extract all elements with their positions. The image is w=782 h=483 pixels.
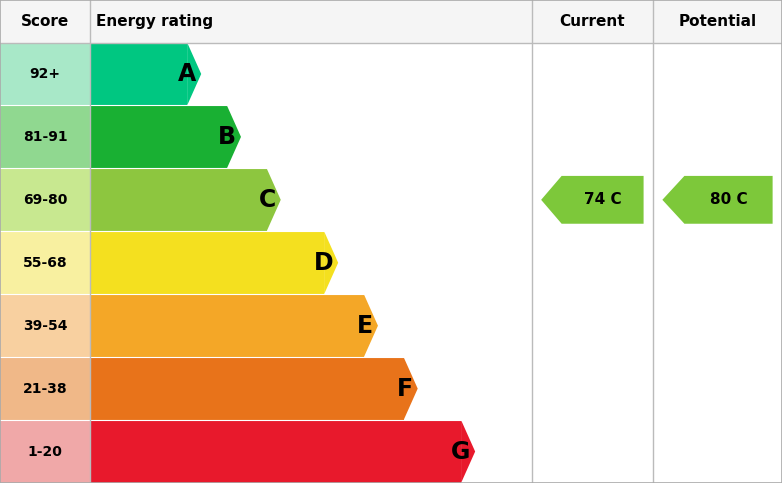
Text: Potential: Potential <box>679 14 756 29</box>
Text: 69-80: 69-80 <box>23 193 67 207</box>
Bar <box>0 420 90 483</box>
Bar <box>0 357 90 420</box>
Polygon shape <box>461 420 475 483</box>
Bar <box>0 43 90 105</box>
Bar <box>90 231 324 294</box>
Text: Energy rating: Energy rating <box>96 14 213 29</box>
Text: A: A <box>178 62 196 86</box>
Text: 80 C: 80 C <box>710 192 748 207</box>
Polygon shape <box>662 176 773 224</box>
Bar <box>0 294 90 357</box>
Text: 1-20: 1-20 <box>27 444 63 458</box>
Bar <box>0 105 90 169</box>
Text: C: C <box>259 188 276 212</box>
Bar <box>0 231 90 294</box>
Bar <box>90 294 364 357</box>
Polygon shape <box>267 169 281 231</box>
Text: 74 C: 74 C <box>584 192 622 207</box>
Text: 92+: 92+ <box>30 67 60 81</box>
Text: 55-68: 55-68 <box>23 256 67 270</box>
Text: 81-91: 81-91 <box>23 130 67 144</box>
Bar <box>90 357 404 420</box>
Text: F: F <box>397 377 413 400</box>
Text: G: G <box>451 440 471 464</box>
Bar <box>0 169 90 231</box>
Text: Current: Current <box>560 14 625 29</box>
Bar <box>90 420 461 483</box>
Bar <box>90 43 187 105</box>
Polygon shape <box>187 43 201 105</box>
Text: D: D <box>314 251 333 275</box>
Bar <box>90 169 267 231</box>
Text: B: B <box>218 125 236 149</box>
Text: 21-38: 21-38 <box>23 382 67 396</box>
Text: E: E <box>357 313 373 338</box>
Bar <box>90 105 227 169</box>
Polygon shape <box>324 231 338 294</box>
Text: Score: Score <box>21 14 69 29</box>
Polygon shape <box>227 105 241 169</box>
Bar <box>0 0 782 43</box>
Polygon shape <box>541 176 644 224</box>
Polygon shape <box>404 357 418 420</box>
Text: 39-54: 39-54 <box>23 319 67 333</box>
Polygon shape <box>364 294 378 357</box>
